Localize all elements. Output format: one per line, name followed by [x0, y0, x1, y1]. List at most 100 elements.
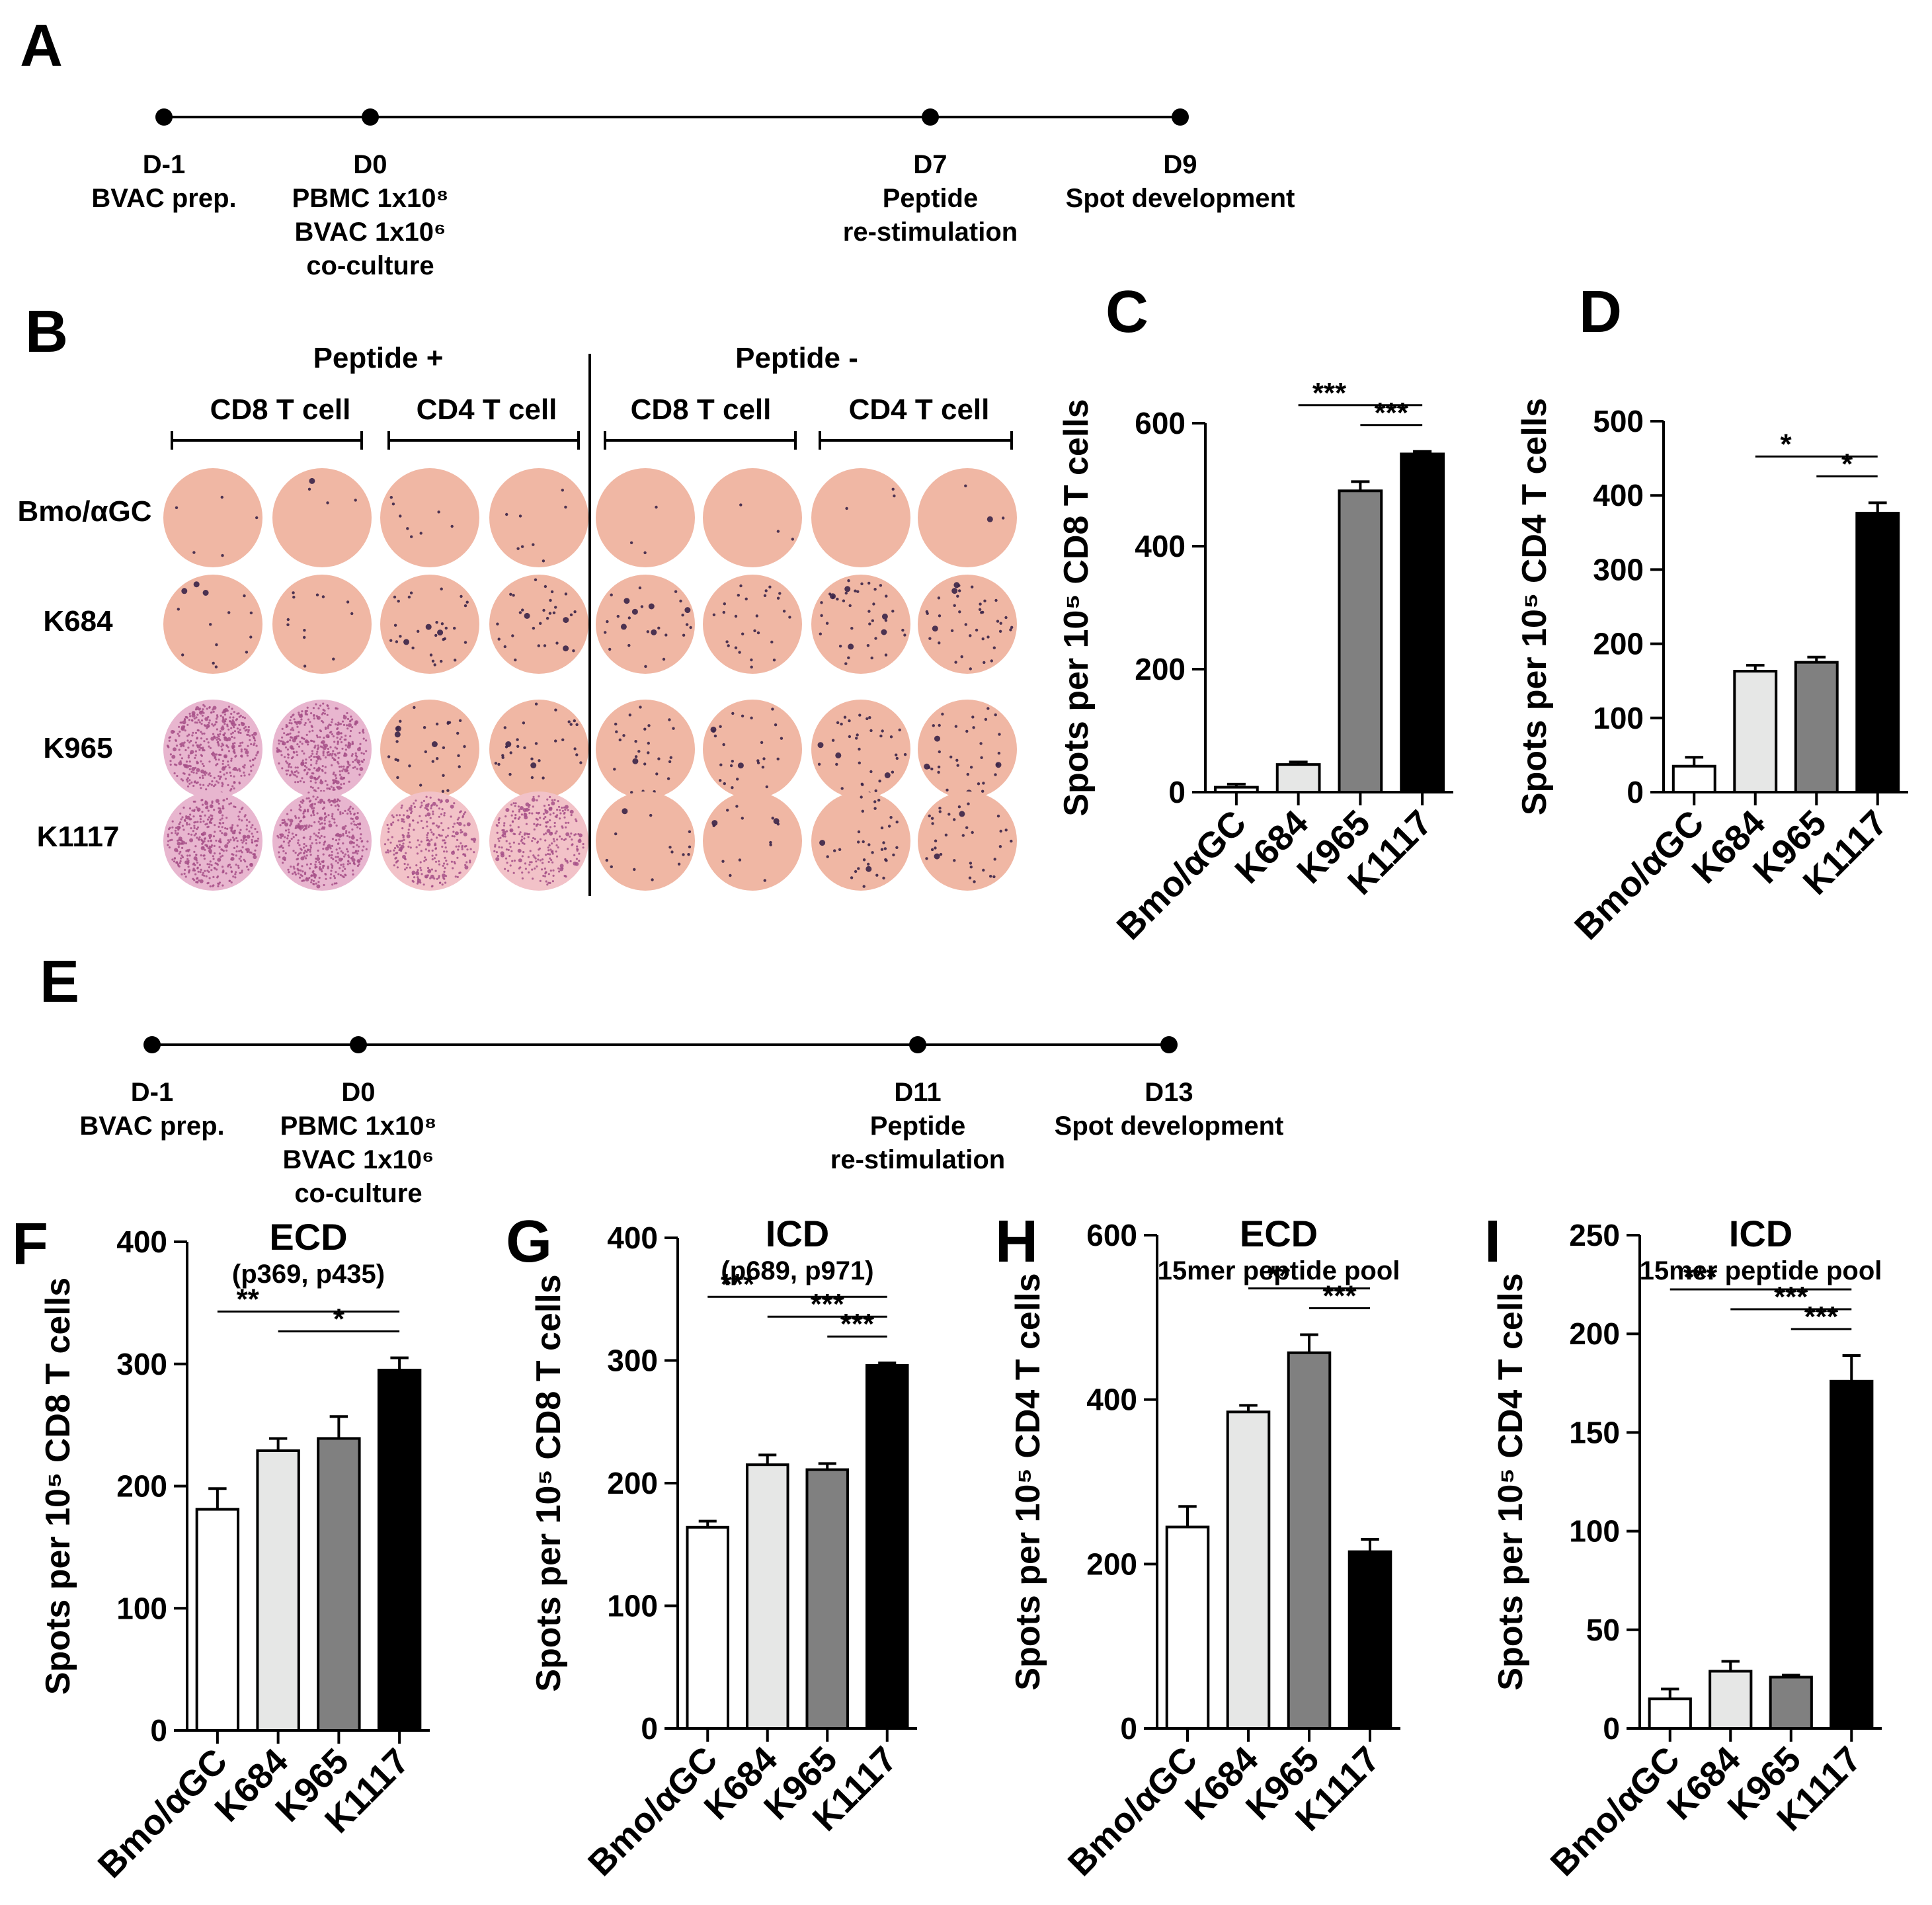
well-spot — [452, 850, 455, 853]
well-spot — [518, 810, 521, 813]
well-spot — [854, 870, 858, 873]
well-spot — [200, 723, 203, 725]
well-spot — [554, 606, 557, 609]
well-spot — [959, 811, 965, 817]
well-spot — [356, 812, 359, 815]
well-spot — [323, 883, 325, 887]
well-spot — [497, 637, 501, 641]
well-spot — [776, 530, 780, 533]
well-spot — [288, 721, 291, 724]
well-spot — [313, 755, 315, 758]
row-label-2: K684 — [43, 605, 113, 637]
well-spot — [345, 830, 348, 832]
well-spot — [430, 807, 432, 809]
well-spot — [230, 881, 233, 884]
well-spot — [981, 790, 985, 793]
well-spot — [457, 754, 460, 758]
chart-title: ECD — [269, 1216, 347, 1258]
well-spot — [431, 659, 435, 663]
well-spot — [292, 738, 296, 743]
well-spot — [216, 876, 219, 879]
well-spot — [533, 823, 536, 825]
well-spot — [425, 807, 428, 810]
well-spot — [302, 829, 305, 831]
well-spot — [202, 749, 204, 752]
bar-k684 — [1226, 1410, 1271, 1730]
well-spot — [317, 821, 320, 823]
well-spot — [847, 579, 850, 583]
well-spot — [646, 630, 649, 633]
well-spot — [512, 594, 515, 597]
well-spot — [187, 832, 190, 835]
well-spot — [441, 808, 444, 811]
well-spot — [305, 857, 307, 860]
well-spot — [280, 740, 282, 743]
well-spot — [423, 883, 425, 886]
well-spot — [185, 778, 188, 781]
well-spot — [423, 726, 426, 729]
well-spot — [316, 750, 319, 753]
well-spot — [545, 825, 547, 828]
well-spot — [289, 732, 292, 735]
well-spot — [231, 719, 234, 721]
well-spot — [344, 868, 346, 870]
well-spot — [354, 754, 358, 757]
well-spot — [177, 841, 181, 846]
well-spot — [328, 820, 331, 823]
well-spot — [203, 858, 206, 860]
well-spot — [335, 777, 338, 780]
well-spot — [330, 863, 333, 866]
well-spot — [313, 746, 316, 749]
well-spot — [954, 725, 958, 728]
well-spot — [464, 864, 467, 866]
well-spot — [169, 827, 171, 829]
well-spot — [930, 817, 934, 820]
bar-k965 — [1338, 489, 1383, 793]
well-spot — [246, 850, 249, 854]
well-spot — [226, 709, 229, 712]
well-spot — [463, 813, 465, 815]
well-spot — [842, 599, 846, 602]
well-spot — [503, 829, 505, 831]
well-spot — [354, 850, 358, 852]
well-spot — [309, 835, 312, 838]
well-spot — [200, 737, 203, 740]
well-spot — [514, 817, 516, 820]
well-spot — [771, 708, 774, 711]
well-spot — [349, 805, 352, 808]
well-spot — [181, 873, 183, 875]
well-spot — [531, 812, 534, 815]
bar-k965 — [1794, 661, 1839, 794]
y-tick-label: 250 — [1569, 1218, 1620, 1252]
well-spot — [647, 724, 651, 727]
well-spot — [337, 856, 339, 858]
well-spot — [352, 760, 354, 763]
well-spot — [307, 809, 309, 811]
y-tick-label: 200 — [1135, 652, 1186, 686]
well-spot — [181, 721, 183, 724]
well-spot — [579, 761, 583, 764]
well-spot — [440, 622, 444, 626]
well-spot — [833, 849, 836, 852]
well-spot — [324, 766, 327, 768]
well-spot — [321, 746, 324, 749]
well-spot — [729, 764, 733, 768]
well-spot — [214, 784, 217, 786]
well-spot — [309, 844, 312, 847]
well-spot — [443, 870, 446, 873]
well-spot — [179, 743, 182, 746]
well-spot — [236, 845, 239, 848]
well-spot — [569, 860, 572, 863]
well-spot — [875, 873, 879, 877]
well-spot — [573, 610, 577, 614]
well-r2-c4 — [596, 700, 695, 799]
well-spot — [327, 867, 329, 870]
well-spot — [409, 846, 412, 849]
well-spot — [311, 752, 314, 755]
well-spot — [357, 850, 360, 852]
significance-label: *** — [1312, 377, 1347, 409]
well-spot — [193, 825, 196, 827]
well-spot — [218, 802, 220, 805]
well-spot — [437, 510, 440, 514]
well-spot — [938, 614, 942, 618]
